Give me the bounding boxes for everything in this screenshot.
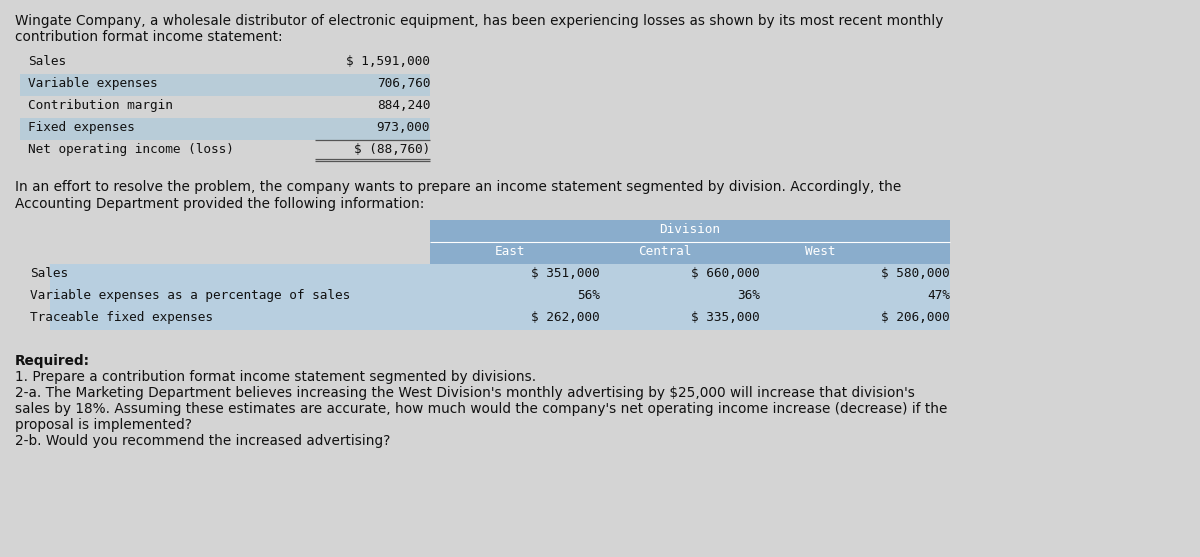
Text: 36%: 36% bbox=[737, 289, 760, 302]
Text: 973,000: 973,000 bbox=[377, 121, 430, 134]
Text: Contribution margin: Contribution margin bbox=[28, 99, 173, 112]
Text: $ (88,760): $ (88,760) bbox=[354, 143, 430, 156]
Text: East: East bbox=[494, 245, 526, 258]
Bar bbox=[430, 220, 950, 242]
Text: $ 660,000: $ 660,000 bbox=[691, 267, 760, 280]
Text: 2-a. The Marketing Department believes increasing the West Division's monthly ad: 2-a. The Marketing Department believes i… bbox=[14, 386, 914, 400]
Text: 56%: 56% bbox=[577, 289, 600, 302]
Text: 2-b. Would you recommend the increased advertising?: 2-b. Would you recommend the increased a… bbox=[14, 434, 390, 448]
Text: contribution format income statement:: contribution format income statement: bbox=[14, 30, 283, 44]
Text: Fixed expenses: Fixed expenses bbox=[28, 121, 134, 134]
Text: sales by 18%. Assuming these estimates are accurate, how much would the company': sales by 18%. Assuming these estimates a… bbox=[14, 402, 947, 416]
Bar bbox=[20, 74, 430, 96]
Bar bbox=[20, 118, 430, 140]
Text: Sales: Sales bbox=[28, 55, 66, 68]
Text: $ 351,000: $ 351,000 bbox=[532, 267, 600, 280]
Text: Division: Division bbox=[660, 223, 720, 236]
Text: West: West bbox=[805, 245, 835, 258]
Bar bbox=[430, 242, 950, 264]
Text: $ 262,000: $ 262,000 bbox=[532, 311, 600, 324]
Text: 1. Prepare a contribution format income statement segmented by divisions.: 1. Prepare a contribution format income … bbox=[14, 370, 536, 384]
Bar bbox=[50, 264, 950, 286]
Text: $ 335,000: $ 335,000 bbox=[691, 311, 760, 324]
Text: Wingate Company, a wholesale distributor of electronic equipment, has been exper: Wingate Company, a wholesale distributor… bbox=[14, 14, 943, 28]
Text: 884,240: 884,240 bbox=[377, 99, 430, 112]
Text: Variable expenses as a percentage of sales: Variable expenses as a percentage of sal… bbox=[30, 289, 350, 302]
Bar bbox=[50, 308, 950, 330]
Text: Sales: Sales bbox=[30, 267, 68, 280]
Text: Traceable fixed expenses: Traceable fixed expenses bbox=[30, 311, 214, 324]
Text: Required:: Required: bbox=[14, 354, 90, 368]
Text: Central: Central bbox=[638, 245, 691, 258]
Text: $ 206,000: $ 206,000 bbox=[881, 311, 950, 324]
Text: Variable expenses: Variable expenses bbox=[28, 77, 157, 90]
Text: Net operating income (loss): Net operating income (loss) bbox=[28, 143, 234, 156]
Text: 706,760: 706,760 bbox=[377, 77, 430, 90]
Text: 47%: 47% bbox=[928, 289, 950, 302]
Text: $ 580,000: $ 580,000 bbox=[881, 267, 950, 280]
Text: In an effort to resolve the problem, the company wants to prepare an income stat: In an effort to resolve the problem, the… bbox=[14, 180, 901, 194]
Text: $ 1,591,000: $ 1,591,000 bbox=[346, 55, 430, 68]
Text: Accounting Department provided the following information:: Accounting Department provided the follo… bbox=[14, 197, 425, 211]
Text: proposal is implemented?: proposal is implemented? bbox=[14, 418, 192, 432]
Bar bbox=[50, 286, 950, 308]
